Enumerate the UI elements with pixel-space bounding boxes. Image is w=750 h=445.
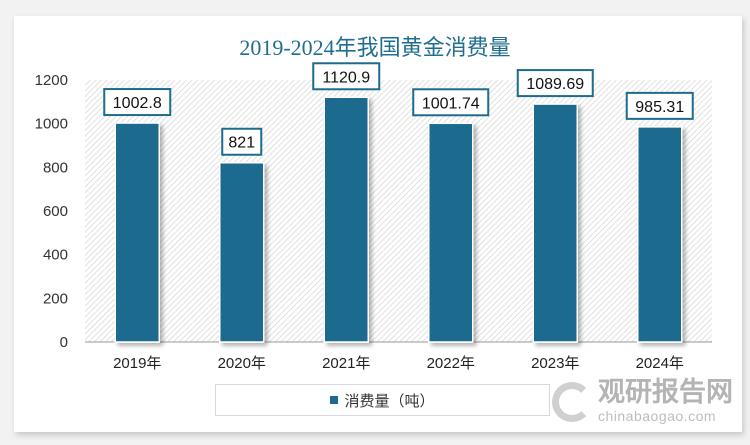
x-tick-label: 2021年 [322,355,370,372]
watermark-name: 观研报告网 [598,377,733,407]
bar [114,122,160,343]
data-label: 1120.9 [322,69,370,86]
y-tick-label: 200 [43,290,68,307]
y-tick-label: 0 [60,334,68,351]
data-label-box [516,69,594,98]
watermark-url: chinabaogao.com [598,408,717,424]
data-label: 1001.74 [422,95,480,112]
data-label-box [312,62,381,91]
y-tick-label: 1000 [35,116,68,133]
bar [637,126,683,343]
x-tick-label: 2024年 [636,355,684,372]
x-tick-label: 2023年 [531,355,579,372]
legend-swatch [330,396,339,404]
data-label: 821 [228,135,255,152]
bar [532,103,578,343]
watermark: 观研报告网 chinabaogao.com [552,378,742,428]
y-tick-label: 600 [43,203,68,220]
x-tick-label: 2022年 [427,355,475,372]
data-label-box [221,127,263,156]
data-label: 1002.8 [113,95,162,112]
chart-title: 2019-2024年我国黄金消费量 [239,35,511,60]
data-label-box [412,88,490,117]
x-tick-label: 2020年 [218,355,266,372]
y-tick-label: 400 [43,247,68,264]
bar [428,122,474,343]
data-label-box [103,88,172,117]
y-tick-label: 1200 [35,72,68,89]
legend-label: 消费量（吨） [344,392,435,410]
plot-area [85,80,712,342]
data-label: 1089.69 [526,76,584,93]
bar [219,161,265,343]
legend: 消费量（吨） [215,384,550,416]
bar [323,96,369,343]
y-tick-label: 800 [43,159,68,176]
data-label-box [625,91,694,120]
x-tick-label: 2019年 [113,355,161,372]
watermark-logo-icon [552,382,592,422]
data-label: 985.31 [635,99,684,116]
